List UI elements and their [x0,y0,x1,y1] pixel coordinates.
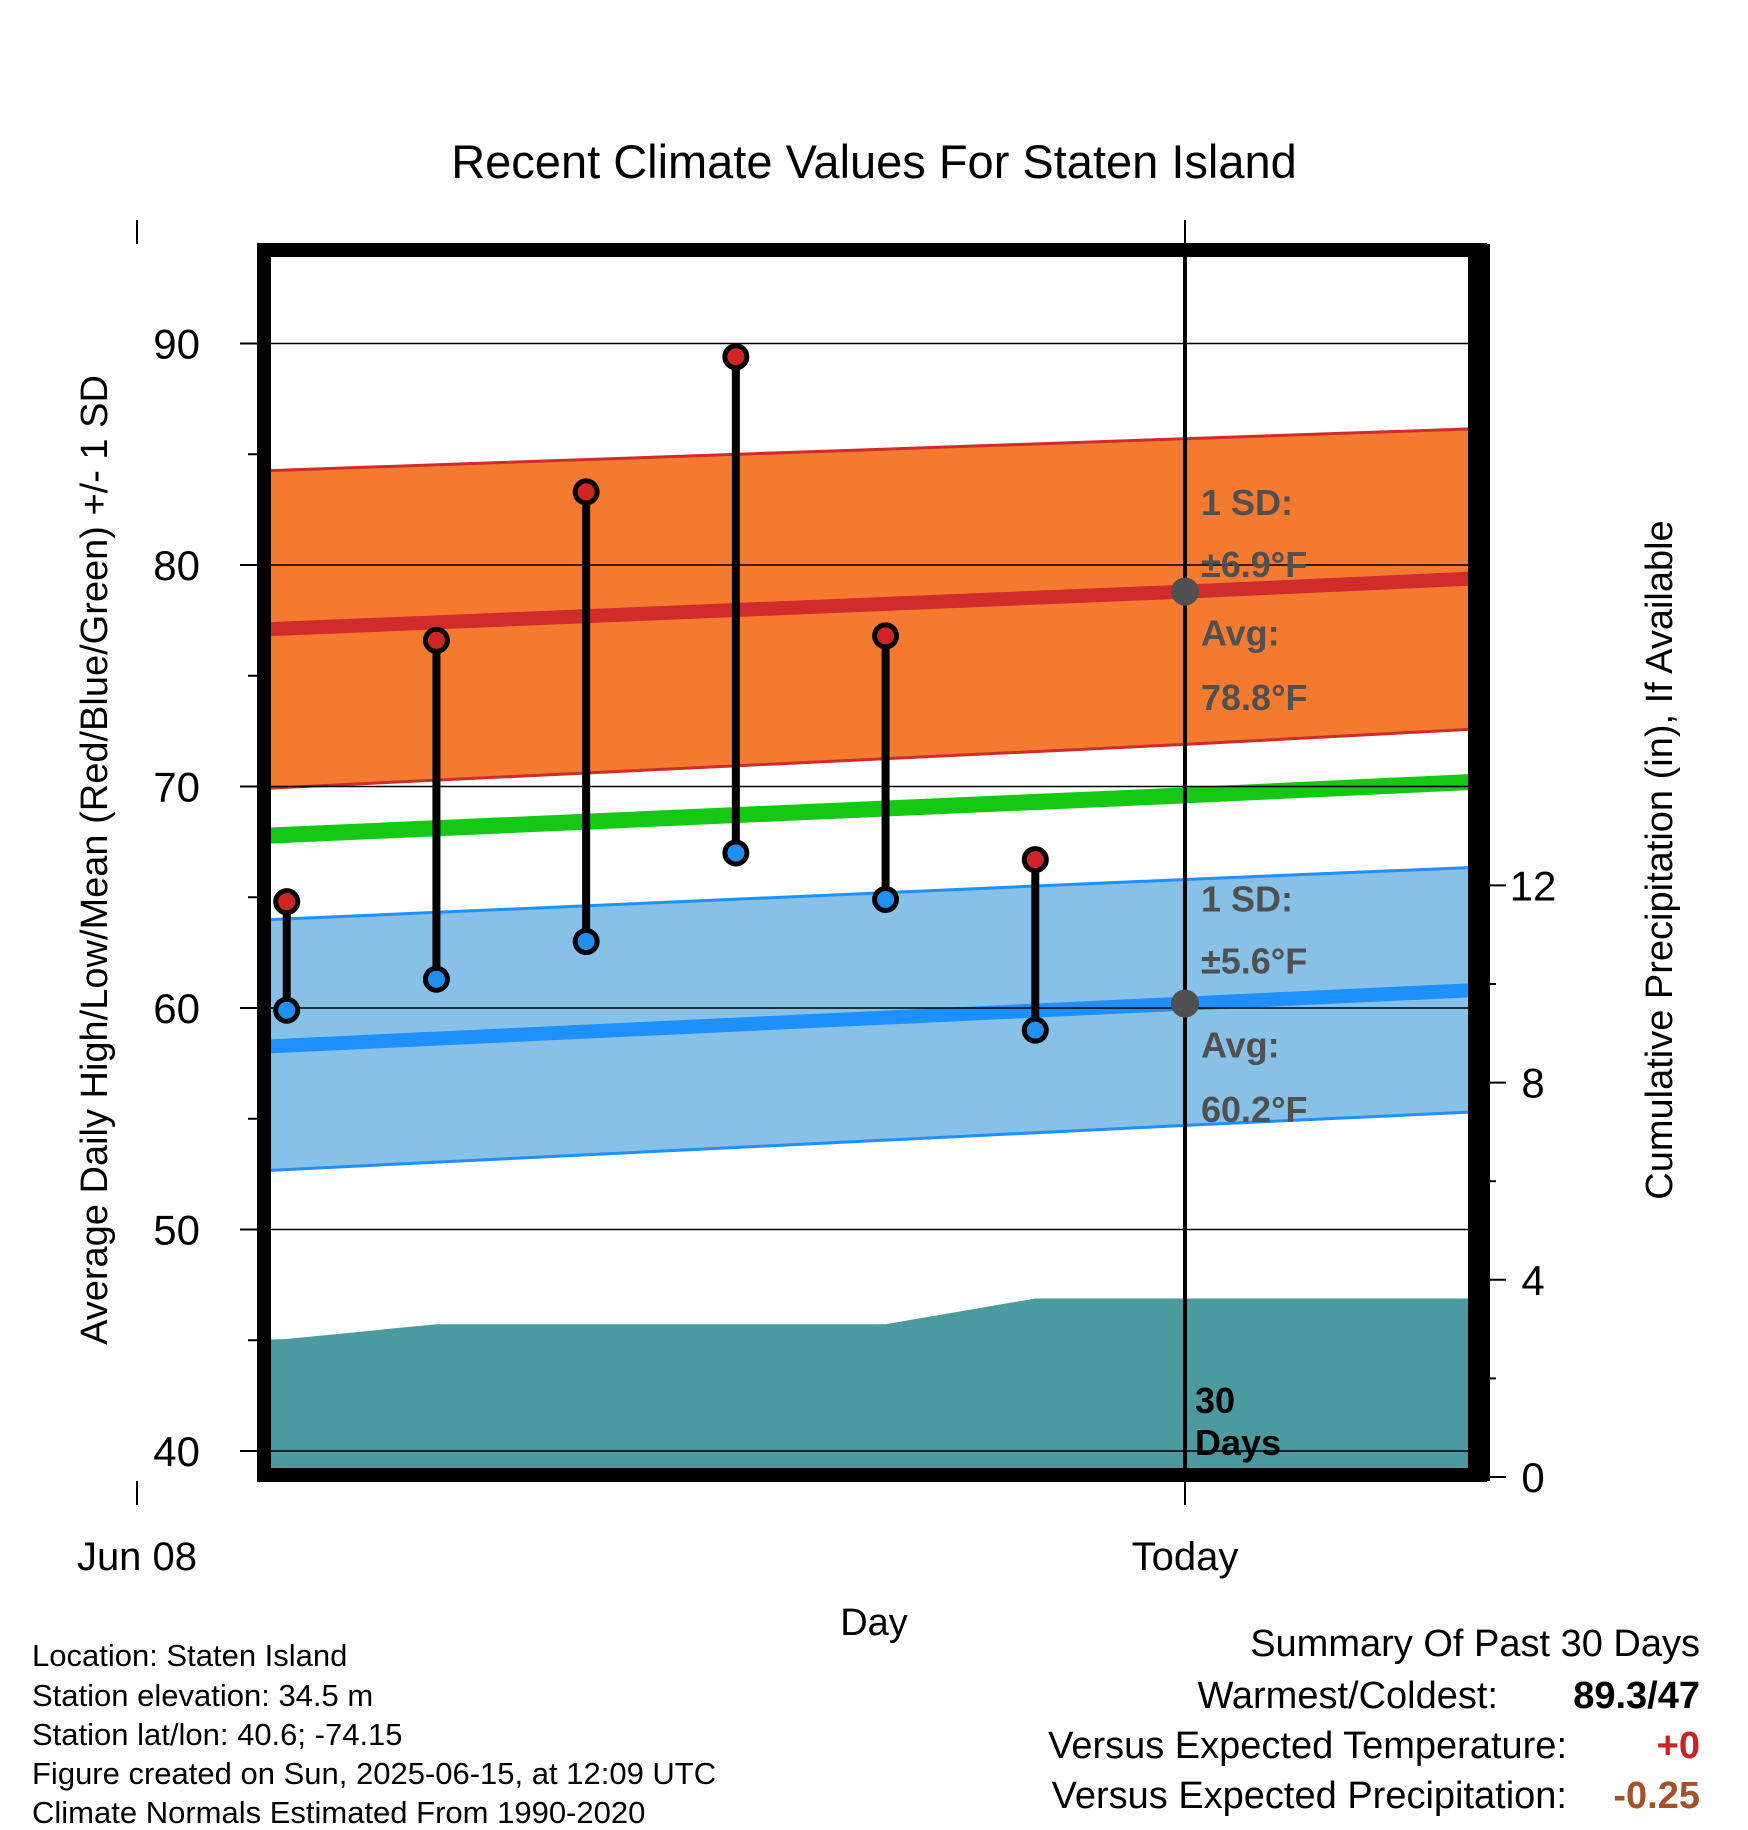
info-elevation: Station elevation: 34.5 m [32,1678,374,1713]
today-low-avg-marker [1171,989,1199,1018]
info-created: Figure created on Sun, 2025-06-15, at 12… [32,1756,717,1791]
plot-area: 1 SD: ±6.9°F Avg: 78.8°F 1 SD: ±5.6°F Avg: 60.2… [77,220,1557,1579]
y2-tick-label: 4 [1521,1257,1544,1304]
daily-high-point [572,478,600,506]
daily-low-point [126,955,148,977]
y2-tick-label: 8 [1521,1060,1544,1107]
y2-axis-label: Cumulative Precipitation (in), If Availa… [1639,520,1681,1199]
daily-high-point [126,725,148,747]
y2-tick-label: 0 [1521,1454,1544,1501]
y-axis-label: Average Daily High/Low/Mean (Red/Blue/Gr… [74,375,116,1345]
low-sd-label: 1 SD: [1201,878,1293,919]
y-tick-label: 40 [153,1428,200,1475]
daily-high-point [1021,846,1049,874]
high-avg-label: Avg: [1201,613,1280,654]
summary-warmest-label: Warmest/Coldest: [1197,1675,1498,1717]
x-tick-label: Jun 08 [77,1535,197,1579]
info-normals: Climate Normals Estimated From 1990-2020 [32,1795,646,1830]
summary-precip-value: -0.25 [1613,1775,1700,1817]
window-label-number: 30 [1195,1380,1235,1421]
daily-low-point [722,839,750,867]
daily-low-point [872,885,900,913]
y-tick-label: 70 [153,764,200,811]
daily-low-point [572,928,600,956]
high-sd-value: ±6.9°F [1201,544,1307,585]
daily-high-point [872,622,900,650]
summary-title: Summary Of Past 30 Days [1250,1623,1700,1665]
info-latlon: Station lat/lon: 40.6; -74.15 [32,1717,403,1752]
y-tick-label: 60 [153,985,200,1032]
high-sd-label: 1 SD: [1201,482,1293,523]
daily-high-point [422,626,450,654]
daily-low-point [422,965,450,993]
x-axis-label: Day [840,1602,908,1644]
info-location: Location: Staten Island [32,1638,348,1673]
y-tick-label: 90 [153,321,200,368]
summary-precip-label: Versus Expected Precipitation: [1051,1775,1567,1817]
summary-temp-label: Versus Expected Temperature: [1048,1725,1567,1767]
summary-warmest-value: 89.3/47 [1573,1675,1700,1717]
plot-content [126,255,1474,1470]
daily-low-point [273,996,301,1024]
chart-title: Recent Climate Values For Staten Island [451,135,1297,188]
low-sd-value: ±5.6°F [1201,940,1307,981]
high-avg-value: 78.8°F [1201,677,1307,718]
x-tick-label: Today [1132,1535,1239,1579]
daily-high-point [722,343,750,371]
daily-low-point [1021,1016,1049,1044]
y2-tick-label: 12 [1510,862,1557,909]
window-label-unit: Days [1195,1422,1281,1463]
y-tick-label: 50 [153,1207,200,1254]
summary-temp-value: +0 [1656,1725,1700,1767]
today-high-avg-marker [1171,577,1199,606]
precip-area [270,1298,1474,1470]
low-avg-label: Avg: [1201,1025,1280,1066]
low-avg-value: 60.2°F [1201,1089,1307,1130]
daily-high-point [273,888,301,916]
y-tick-label: 80 [153,542,200,589]
